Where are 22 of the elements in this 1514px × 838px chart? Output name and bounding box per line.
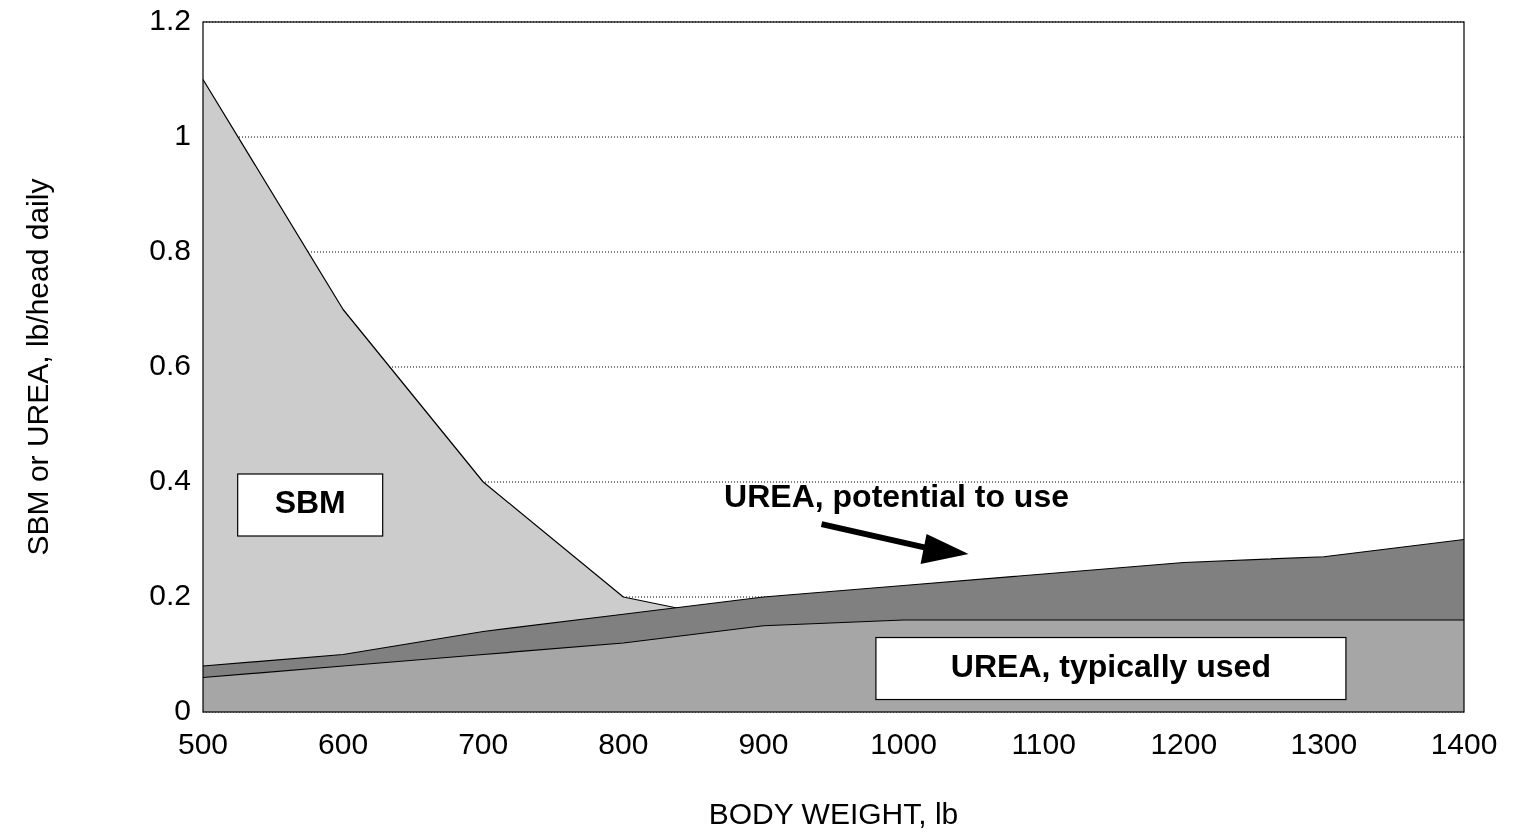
series-label: UREA, typically used (950, 647, 1271, 684)
y-tick-label: 0.2 (149, 577, 191, 611)
series-label: UREA, potential to use (724, 477, 1069, 514)
y-tick-label: 0 (174, 692, 191, 726)
x-tick-label: 1300 (1290, 727, 1358, 760)
x-tick-label: 500 (177, 727, 229, 760)
x-tick-label: 600 (318, 727, 369, 760)
x-axis-title: BODY WEIGHT, lb (708, 797, 959, 830)
y-tick-label: 1 (174, 117, 191, 151)
y-tick-label: 0.6 (149, 347, 191, 381)
x-tick-label: 1200 (1150, 727, 1218, 760)
x-tick-label: 700 (458, 727, 509, 760)
y-tick-label: 0.4 (149, 462, 191, 496)
x-tick-label: 900 (738, 727, 789, 760)
x-tick-label: 800 (598, 727, 649, 760)
y-axis-title: SBM or UREA, lb/head daily (21, 178, 54, 556)
series-label: SBM (274, 484, 346, 521)
x-tick-label: 1400 (1430, 727, 1498, 760)
x-tick-label: 1100 (1011, 727, 1076, 760)
y-tick-label: 0.8 (149, 232, 191, 266)
x-tick-label: 1000 (870, 727, 937, 760)
y-tick-label: 1.2 (149, 2, 191, 36)
